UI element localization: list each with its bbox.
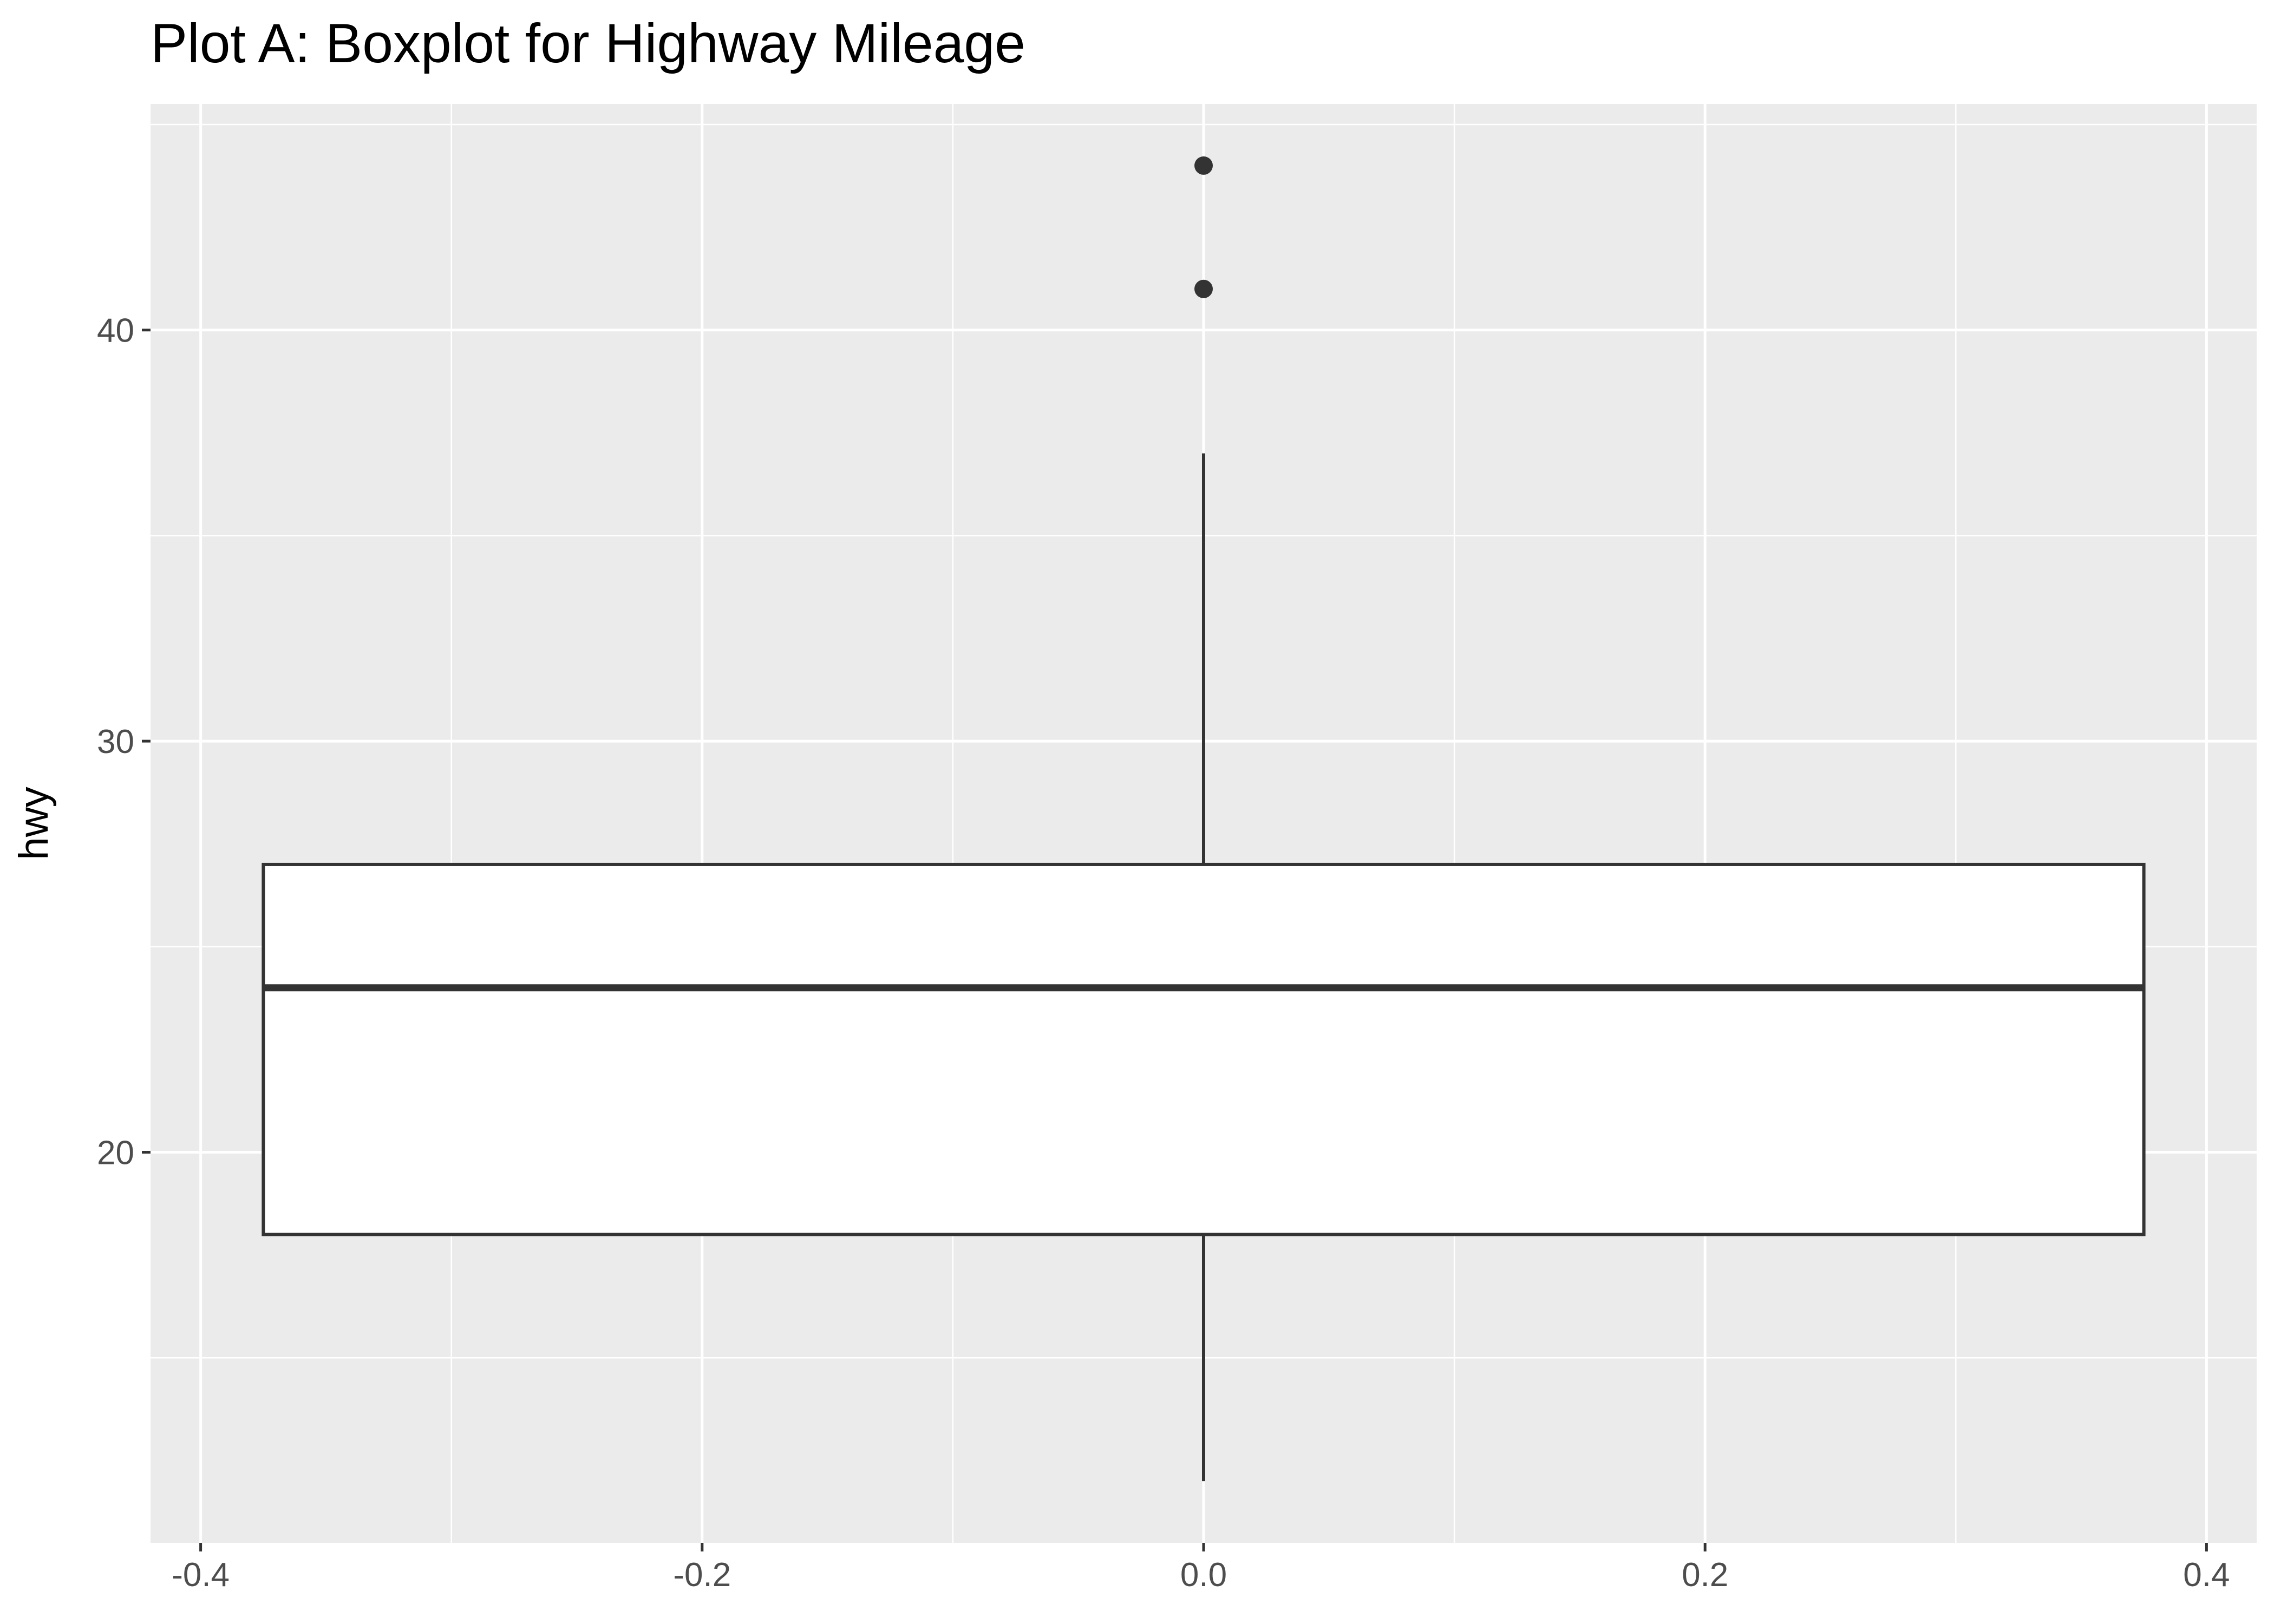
- outlier-point: [1194, 156, 1213, 175]
- x-tick-label: 0.4: [2183, 1556, 2230, 1594]
- y-tick-label: 40: [97, 312, 134, 350]
- x-tick-label: 0.2: [1682, 1556, 1728, 1594]
- outlier-points: [1194, 156, 1213, 298]
- box-layer: [262, 453, 2146, 1482]
- y-tick-label: 20: [97, 1135, 134, 1172]
- y-axis-title: hwy: [11, 787, 57, 860]
- outlier-point: [1194, 279, 1213, 298]
- interquartile-box: [262, 862, 2146, 1236]
- x-tick-label: -0.2: [673, 1556, 731, 1594]
- x-tick-label: 0.0: [1180, 1556, 1227, 1594]
- chart-title: Plot A: Boxplot for Highway Mileage: [151, 12, 1025, 74]
- x-axis: -0.4 -0.2 0.0 0.2 0.4: [172, 1543, 2230, 1594]
- y-tick-label: 30: [97, 723, 134, 761]
- x-tick-label: -0.4: [172, 1556, 230, 1594]
- y-axis: 20 30 40: [97, 312, 151, 1172]
